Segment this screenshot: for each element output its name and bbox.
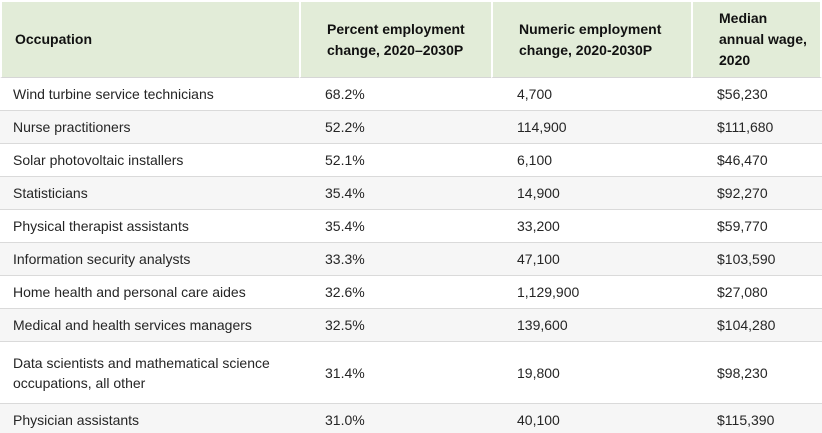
numeric-change-cell: 14,900 — [491, 177, 691, 210]
header-row: Occupation Percent employment change, 20… — [0, 0, 822, 78]
table-row: Solar photovoltaic installers 52.1% 6,100 $… — [0, 144, 822, 177]
column-header-percent-change: Percent employment change, 2020–2030P — [299, 0, 491, 78]
table-row: Information security analysts 33.3% 47,100… — [0, 243, 822, 276]
occupation-cell: Medical and health services managers — [0, 309, 299, 342]
percent-change-cell: 31.4% — [299, 342, 491, 404]
percent-change-cell: 33.3% — [299, 243, 491, 276]
numeric-change-cell: 1,129,900 — [491, 276, 691, 309]
percent-change-cell: 31.0% — [299, 404, 491, 433]
percent-change-cell: 32.5% — [299, 309, 491, 342]
table-row: Medical and health services managers 32.5… — [0, 309, 822, 342]
median-wage-cell: $59,770 — [691, 210, 822, 243]
occupation-cell: Solar photovoltaic installers — [0, 144, 299, 177]
percent-change-cell: 68.2% — [299, 78, 491, 111]
median-wage-cell: $46,470 — [691, 144, 822, 177]
table-body: Wind turbine service technicians 68.2% 4,7… — [0, 78, 822, 433]
numeric-change-cell: 139,600 — [491, 309, 691, 342]
percent-change-cell: 35.4% — [299, 177, 491, 210]
column-header-numeric-change: Numeric employment change, 2020-2030P — [491, 0, 691, 78]
table-row: Physician assistants 31.0% 40,100 $115,390 — [0, 404, 822, 433]
numeric-change-cell: 114,900 — [491, 111, 691, 144]
table-row: Statisticians 35.4% 14,900 $92,270 — [0, 177, 822, 210]
median-wage-cell: $98,230 — [691, 342, 822, 404]
numeric-change-cell: 40,100 — [491, 404, 691, 433]
occupation-cell: Physician assistants — [0, 404, 299, 433]
median-wage-cell: $103,590 — [691, 243, 822, 276]
numeric-change-cell: 33,200 — [491, 210, 691, 243]
median-wage-cell: $27,080 — [691, 276, 822, 309]
column-header-occupation: Occupation — [0, 0, 299, 78]
table-row: Nurse practitioners 52.2% 114,900 $111,680 — [0, 111, 822, 144]
occupation-cell: Data scientists and mathematical science… — [0, 342, 299, 404]
table-header: Occupation Percent employment change, 20… — [0, 0, 822, 78]
table-row: Home health and personal care aides 32.6%… — [0, 276, 822, 309]
table-row: Physical therapist assistants 35.4% 33,200… — [0, 210, 822, 243]
column-header-median-wage: Median annual wage, 2020 — [691, 0, 822, 78]
percent-change-cell: 35.4% — [299, 210, 491, 243]
occupation-cell: Nurse practitioners — [0, 111, 299, 144]
percent-change-cell: 52.2% — [299, 111, 491, 144]
table-row: Data scientists and mathematical science… — [0, 342, 822, 404]
numeric-change-cell: 19,800 — [491, 342, 691, 404]
occupation-cell: Wind turbine service technicians — [0, 78, 299, 111]
median-wage-cell: $104,280 — [691, 309, 822, 342]
numeric-change-cell: 47,100 — [491, 243, 691, 276]
numeric-change-cell: 4,700 — [491, 78, 691, 111]
median-wage-cell: $56,230 — [691, 78, 822, 111]
occupation-cell: Physical therapist assistants — [0, 210, 299, 243]
numeric-change-cell: 6,100 — [491, 144, 691, 177]
median-wage-cell: $92,270 — [691, 177, 822, 210]
median-wage-cell: $111,680 — [691, 111, 822, 144]
median-wage-cell: $115,390 — [691, 404, 822, 433]
table-row: Wind turbine service technicians 68.2% 4,7… — [0, 78, 822, 111]
occupation-cell: Information security analysts — [0, 243, 299, 276]
percent-change-cell: 52.1% — [299, 144, 491, 177]
occupation-cell: Home health and personal care aides — [0, 276, 299, 309]
percent-change-cell: 32.6% — [299, 276, 491, 309]
occupation-cell: Statisticians — [0, 177, 299, 210]
